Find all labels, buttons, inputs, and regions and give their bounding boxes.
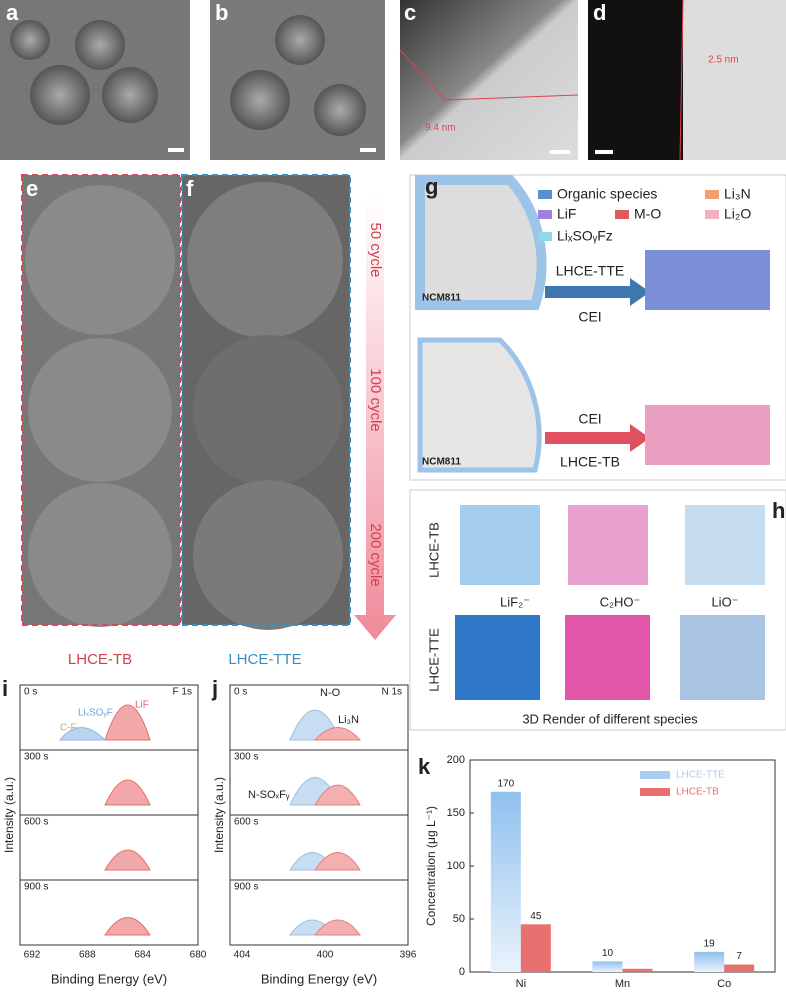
x-tick-label: Co [717, 978, 731, 990]
sample-label: NCM811 [422, 457, 461, 468]
value-label: 10 [602, 948, 614, 959]
cycle-label: 100 cycle [367, 368, 384, 431]
legend-entry: LHCE-TTE [676, 770, 725, 781]
bar [520, 924, 551, 972]
bar [490, 791, 521, 972]
x-tick-label: 404 [234, 950, 251, 961]
edge-label: F 1s [173, 687, 192, 698]
arrow-label: CEI [578, 309, 601, 325]
panel-label: j [211, 676, 218, 701]
time-label: 900 s [24, 882, 48, 893]
legend-swatch [640, 788, 670, 796]
bar [622, 968, 653, 972]
x-tick-label: Mn [615, 978, 630, 990]
panel-label: b [215, 0, 228, 25]
value-label: 45 [530, 911, 542, 922]
schematic [409, 174, 786, 481]
group-label: LHCE-TTE [228, 651, 301, 668]
legend-entry: Li₂O [724, 206, 751, 222]
peak-label: LiF [135, 700, 149, 711]
x-tick-label: 680 [190, 950, 207, 961]
time-label: 0 s [234, 687, 247, 698]
render-cubes [409, 489, 786, 731]
panel-label: h [772, 498, 785, 523]
panel-label: a [6, 0, 19, 25]
y-tick-label: 100 [447, 860, 465, 872]
time-label: 0 s [24, 687, 37, 698]
edge-label: N 1s [381, 687, 402, 698]
panel-label: g [425, 174, 438, 199]
peak-label: Li₃N [338, 714, 359, 726]
sem-images [0, 0, 786, 161]
x-tick-label: 692 [24, 950, 41, 961]
species-label: LiO⁻ [711, 594, 738, 609]
panel-label: e [26, 176, 38, 201]
species-label: C₂HO⁻ [600, 594, 641, 609]
legend-entry: Li₃N [724, 186, 751, 202]
panel-label: c [404, 0, 416, 25]
value-label: 19 [704, 939, 716, 950]
y-tick-label: 200 [447, 754, 465, 766]
peak-label: N-O [320, 687, 341, 699]
time-label: 600 s [24, 817, 48, 828]
x-axis-label: Binding Energy (eV) [261, 971, 377, 986]
legend-entry: LiₓSOᵧFz [557, 228, 613, 244]
legend-swatch [640, 771, 670, 779]
x-tick-label: Ni [516, 978, 526, 990]
arrow-label: CEI [578, 411, 601, 427]
xps-panels [19, 684, 409, 946]
x-tick-label: 396 [400, 950, 417, 961]
panel-label: d [593, 0, 606, 25]
time-label: 900 s [234, 882, 258, 893]
time-label: 300 s [24, 752, 48, 763]
x-tick-label: 400 [317, 950, 334, 961]
group-label: LHCE-TB [68, 651, 132, 668]
y-axis-label: Intensity (a.u.) [2, 777, 16, 853]
species-label: LiF₂⁻ [500, 594, 530, 609]
legend-entry: LHCE-TB [676, 787, 719, 798]
time-label: 300 s [234, 752, 258, 763]
panel-label: f [186, 176, 194, 201]
caption: 3D Render of different species [522, 711, 698, 726]
cycle-label: 50 cycle [367, 222, 384, 277]
panel-label: k [418, 754, 431, 779]
annotation: 9.4 nm [425, 123, 456, 134]
y-tick-label: 150 [447, 807, 465, 819]
cycle-label: 200 cycle [367, 523, 384, 586]
peak-label: LiₓSOᵧF [78, 708, 113, 719]
legend-entry: M-O [634, 206, 661, 222]
y-axis-label: Concentration (μg L⁻¹) [424, 806, 438, 926]
value-label: 170 [497, 778, 514, 789]
legend-entry: Organic species [557, 186, 657, 202]
row-label: LHCE-TB [426, 522, 441, 578]
x-axis-label: Binding Energy (eV) [51, 971, 167, 986]
panel-label: i [2, 676, 8, 701]
y-tick-label: 50 [453, 913, 465, 925]
arrow-label: LHCE-TTE [556, 263, 624, 279]
row-label: LHCE-TTE [426, 628, 441, 692]
bar [694, 951, 725, 972]
annotation: 2.5 nm [708, 55, 739, 66]
x-tick-label: 688 [79, 950, 96, 961]
time-label: 600 s [234, 817, 258, 828]
x-tick-label: 684 [134, 950, 151, 961]
arrow-label: LHCE-TB [560, 454, 620, 470]
peak-label: C-F [60, 723, 77, 734]
cross-sections [21, 174, 396, 640]
y-tick-label: 0 [459, 966, 465, 978]
y-axis-label: Intensity (a.u.) [212, 777, 226, 853]
legend-entry: LiF [557, 206, 576, 222]
sample-label: NCM811 [422, 293, 461, 304]
value-label: 7 [736, 951, 742, 962]
peak-label: N-SOₓFᵧ [248, 789, 290, 801]
bar [724, 964, 755, 972]
bar [592, 961, 623, 972]
